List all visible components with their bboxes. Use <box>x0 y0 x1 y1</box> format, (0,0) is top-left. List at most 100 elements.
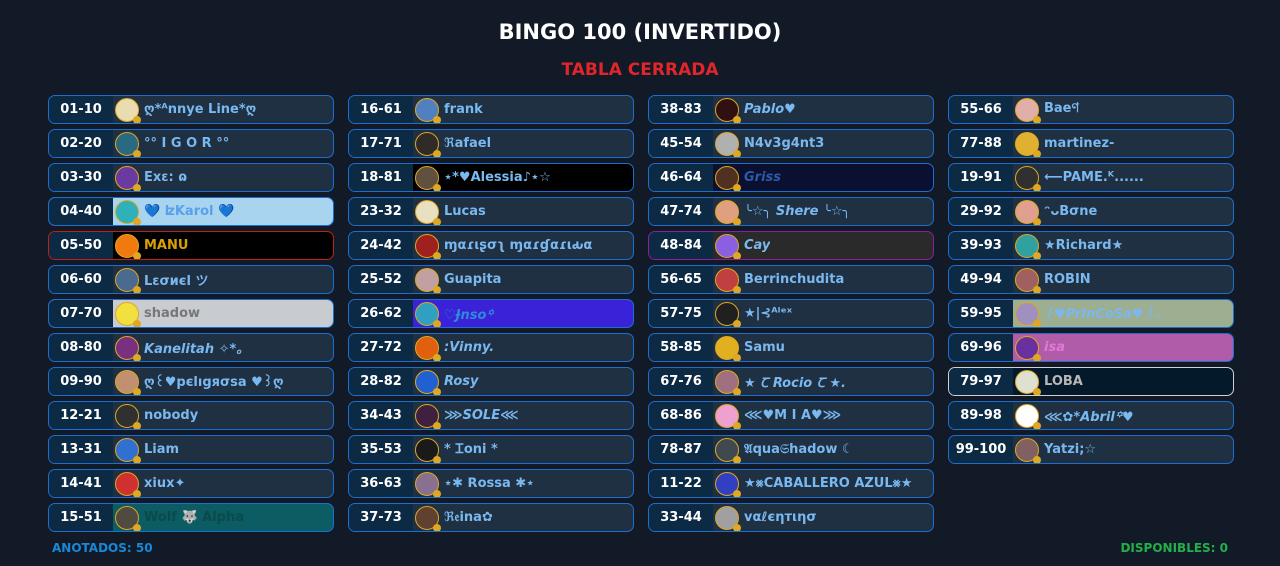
bingo-entry[interactable]: 36-63 ⋆✱ ꓣossa ✱⋆ <box>348 469 634 498</box>
bingo-entry[interactable]: 78-87 𝔄qua𝔖hadow ☾ <box>648 435 934 464</box>
avatar <box>115 233 141 259</box>
player-name: frank <box>444 102 483 117</box>
bingo-entry[interactable]: 33-44 vαℓєηтιησ <box>648 503 934 532</box>
bingo-entry[interactable]: 13-31 Liam <box>48 435 334 464</box>
bingo-entry[interactable]: 77-88 martinez- <box>948 129 1234 158</box>
bingo-entry[interactable]: 08-80 Kanelitah ✧*。 <box>48 333 334 362</box>
avatar <box>415 233 441 259</box>
bingo-entry[interactable]: 34-43 ⋙SOLE⋘ <box>348 401 634 430</box>
bingo-entry[interactable]: 46-64 Griss <box>648 163 934 192</box>
player-name: Kanelitah ✧*。 <box>144 342 250 357</box>
bingo-entry[interactable]: 14-41 xiux✦ <box>48 469 334 498</box>
bingo-entry[interactable]: 18-81 ⋆*♥Alessia♪⋆☆ <box>348 163 634 192</box>
entry-numbers: 29-92 <box>949 198 1013 225</box>
bingo-entry[interactable]: 35-53 * Ꮖoni * <box>348 435 634 464</box>
player-name: ᵔᴗBσne <box>1044 204 1098 219</box>
bingo-entry[interactable]: 47-74 ╰☆╮ Shere ╰☆╮ <box>648 197 934 226</box>
entry-numbers: 67-76 <box>649 368 713 395</box>
bingo-entry[interactable]: 25-52 Guapita <box>348 265 634 294</box>
entry-numbers: 05-50 <box>49 232 113 259</box>
bingo-entry[interactable]: 68-86 ⋘♥M I A♥⋙ <box>648 401 934 430</box>
bingo-entry[interactable]: 01-10 ღ*ᴬnnye Line*ღ <box>48 95 334 124</box>
anotados-count: ANOTADOS: 50 <box>52 541 153 555</box>
player-name: Baeণ <box>1044 101 1080 116</box>
bingo-entry[interactable]: 28-82 Rosy <box>348 367 634 396</box>
player-name: Rosy <box>444 374 479 389</box>
avatar <box>1015 437 1041 463</box>
bingo-entry[interactable]: 67-76 ★ Ꞇ Rocio Ꞇ ★. <box>648 367 934 396</box>
bingo-entry[interactable]: 48-84 Cay <box>648 231 934 260</box>
bingo-entry[interactable]: 29-92 ᵔᴗBσne <box>948 197 1234 226</box>
bingo-entry[interactable]: 06-60 Lεσиєl ツ <box>48 265 334 294</box>
bingo-entry[interactable]: 55-66 Baeণ <box>948 95 1234 124</box>
entry-numbers: 79-97 <box>949 368 1013 395</box>
player-name: * Ꮖoni * <box>444 442 498 457</box>
entry-numbers: 59-95 <box>949 300 1013 327</box>
avatar <box>115 301 141 327</box>
entry-numbers: 89-98 <box>949 402 1013 429</box>
bingo-entry[interactable]: 11-22 ★⨳CABALLERO AZUL⨳★ <box>648 469 934 498</box>
bingo-entry[interactable]: 12-21 nobody <box>48 401 334 430</box>
avatar <box>415 471 441 497</box>
avatar <box>115 131 141 157</box>
bingo-entry[interactable]: 15-51 Wolf 🐺 Alpha <box>48 503 334 532</box>
bingo-entry[interactable]: 05-50 MANU <box>48 231 334 260</box>
bingo-entry[interactable]: 37-73 ℜ𝔢ina✿ <box>348 503 634 532</box>
entry-numbers: 19-91 <box>949 164 1013 191</box>
avatar <box>1015 199 1041 225</box>
entry-numbers: 55-66 <box>949 96 1013 123</box>
player-name: Griss <box>744 170 782 185</box>
bingo-entry[interactable]: 03-30 Ēxε: ɷ <box>48 163 334 192</box>
avatar <box>115 505 141 531</box>
player-name: ★Richard★ <box>1044 238 1124 253</box>
player-name: Guapita <box>444 272 502 287</box>
bingo-entry[interactable]: 39-93 ★Richard★ <box>948 231 1234 260</box>
bingo-entry[interactable]: 16-61 frank <box>348 95 634 124</box>
entry-numbers: 11-22 <box>649 470 713 497</box>
bingo-entry[interactable]: 99-100 Yatzi;☆ <box>948 435 1234 464</box>
page-title: BINGO 100 (INVERTIDO) <box>498 20 782 44</box>
bingo-entry[interactable]: 79-97 LOBA <box>948 367 1234 396</box>
bingo-entry[interactable]: 58-85 Samu <box>648 333 934 362</box>
avatar <box>415 437 441 463</box>
bingo-entry[interactable]: 27-72:Vinny. <box>348 333 634 362</box>
entry-numbers: 33-44 <box>649 504 713 531</box>
bingo-entry[interactable]: 89-98 ⋘✿*Abril꙳♥ <box>948 401 1234 430</box>
entry-numbers: 37-73 <box>349 504 413 531</box>
player-name: Wolf 🐺 Alpha <box>144 510 245 525</box>
bingo-entry[interactable]: 19-91 ⟵PAME.ᴷ...... <box>948 163 1234 192</box>
bingo-entry[interactable]: 24-42 ɱαɾιʂσʅ ɱαɾɠαɾιԃα <box>348 231 634 260</box>
entry-numbers: 57-75 <box>649 300 713 327</box>
bingo-entry[interactable]: 26-62 ♡Ɉnso꙳ <box>348 299 634 328</box>
entry-numbers: 09-90 <box>49 368 113 395</box>
bingo-entry[interactable]: 09-90 ღ꒰♥pєlıgяσsa ♥꒱ღ <box>48 367 334 396</box>
player-name: Ēxε: ɷ <box>144 170 188 185</box>
bingo-entry[interactable]: 02-20 °° I G O R °° <box>48 129 334 158</box>
entry-numbers: 46-64 <box>649 164 713 191</box>
bingo-entry[interactable]: 69-96 isa <box>948 333 1234 362</box>
bingo-entry[interactable]: 23-32 Lucas <box>348 197 634 226</box>
player-name: LOBA <box>1044 374 1083 389</box>
bingo-entry[interactable]: 45-54 N4v3g4nt3 <box>648 129 934 158</box>
player-name: vαℓєηтιησ <box>744 510 817 525</box>
entry-numbers: 56-65 <box>649 266 713 293</box>
player-name: Lucas <box>444 204 486 219</box>
bingo-entry[interactable]: 38-83 Pablo♥ <box>648 95 934 124</box>
bingo-entry[interactable]: 07-70 shadow <box>48 299 334 328</box>
player-name: ⋙SOLE⋘ <box>444 408 519 423</box>
entry-numbers: 49-94 <box>949 266 1013 293</box>
avatar <box>115 403 141 429</box>
bingo-entry[interactable]: 56-65 Berrinchudita <box>648 265 934 294</box>
column-4: 55-66 Baeণ 77-88 martinez- 19-91 ⟵PAME.ᴷ.....… <box>948 95 1234 469</box>
bingo-entry[interactable]: 04-40 💙 ʫKarol 💙 <box>48 197 334 226</box>
avatar <box>115 471 141 497</box>
bingo-entry[interactable]: 59-95 ꒰♥PrInCeSa♥꒱。 <box>948 299 1234 328</box>
entry-numbers: 16-61 <box>349 96 413 123</box>
player-name: ɱαɾιʂσʅ ɱαɾɠαɾιԃα <box>444 238 593 253</box>
player-name: °° I G O R °° <box>144 136 230 151</box>
player-name: ღ꒰♥pєlıgяσsa ♥꒱ღ <box>144 375 284 390</box>
entry-numbers: 06-60 <box>49 266 113 293</box>
bingo-entry[interactable]: 17-71 ℜafael <box>348 129 634 158</box>
bingo-entry[interactable]: 57-75 ★|⊰ᴬˡᵉˣ <box>648 299 934 328</box>
bingo-entry[interactable]: 49-94 ROBIN <box>948 265 1234 294</box>
